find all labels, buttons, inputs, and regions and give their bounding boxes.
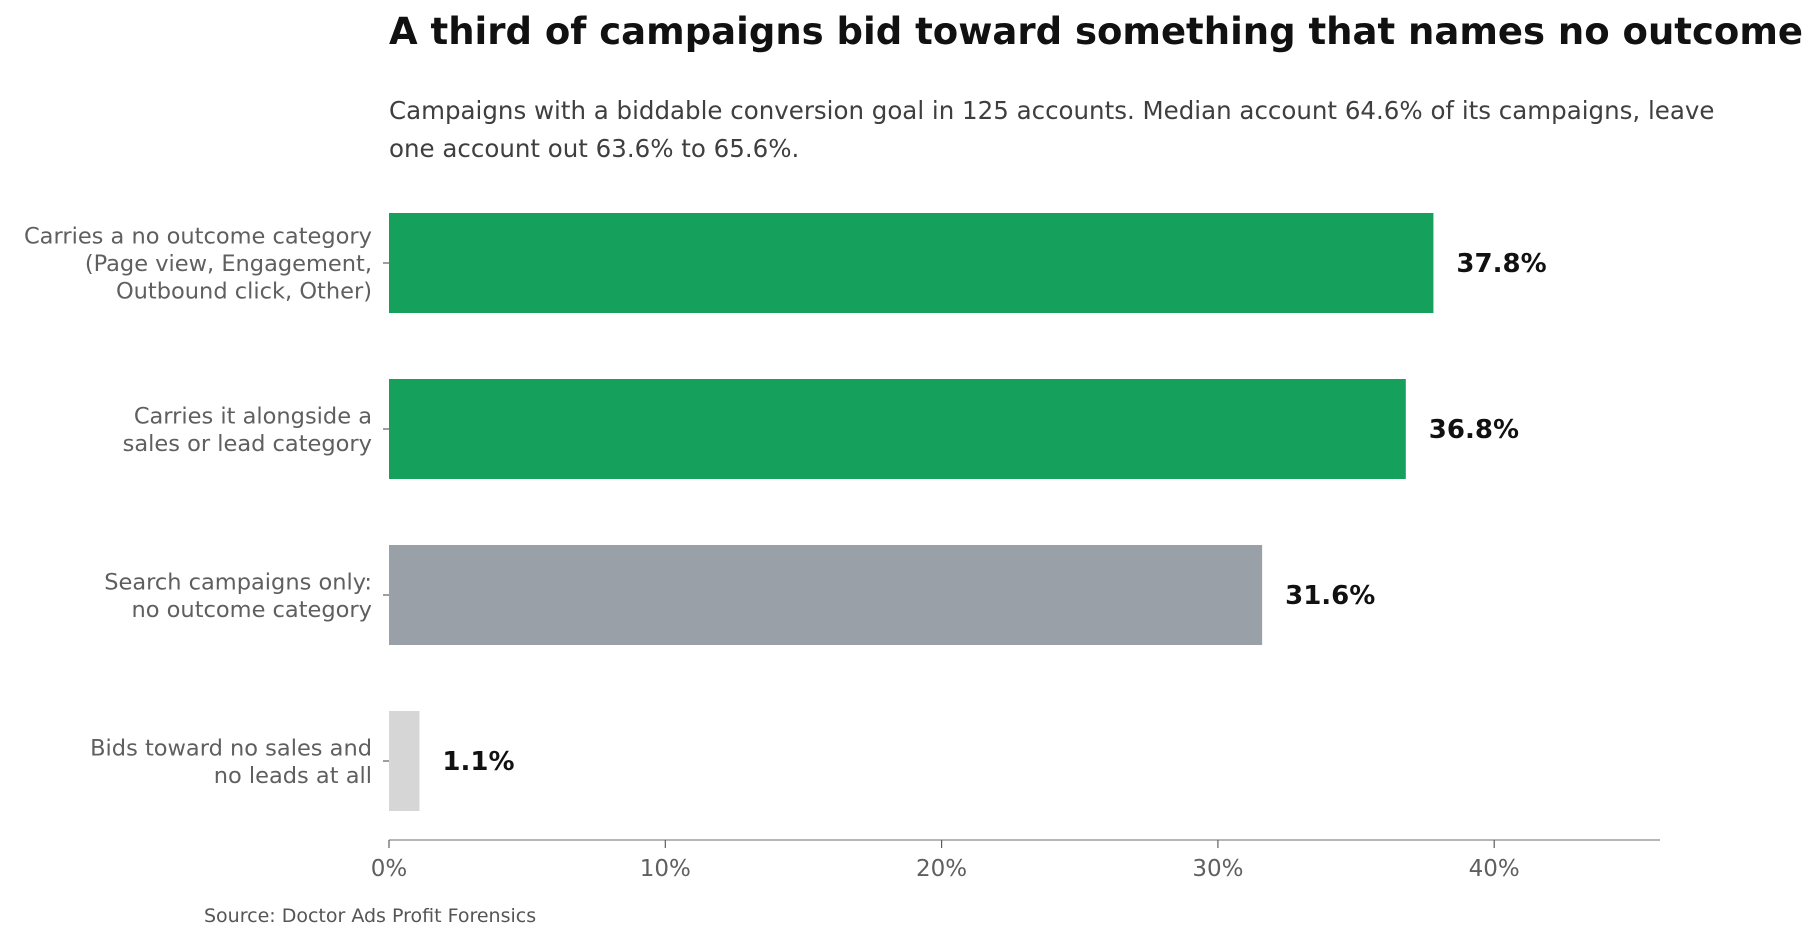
value-label-2: 36.8% xyxy=(1429,415,1519,445)
value-label-1: 37.8% xyxy=(1456,249,1546,279)
x-tick-label: 20% xyxy=(916,856,967,882)
bar-3 xyxy=(389,545,1263,645)
chart-title: A third of campaigns bid toward somethin… xyxy=(389,10,1803,53)
category-label-line: Outbound click, Other) xyxy=(116,279,372,305)
x-tick-label: 30% xyxy=(1192,856,1243,882)
chart-subtitle-line-2: one account out 63.6% to 65.6%. xyxy=(389,134,799,163)
x-tick-label: 40% xyxy=(1469,856,1520,882)
category-labels: Carries a no outcome category (Page view,… xyxy=(24,224,372,789)
category-label-2: Carries it alongside a sales or lead cate… xyxy=(123,403,372,457)
category-label-4: Bids toward no sales and no leads at all xyxy=(90,735,372,789)
bar-1 xyxy=(389,213,1434,313)
x-tick-label: 10% xyxy=(640,856,691,882)
x-tick-label: 0% xyxy=(371,856,408,882)
bars xyxy=(383,213,1434,811)
category-label-line: no outcome category xyxy=(131,597,372,623)
x-axis-ticks: 0% 10% 20% 30% 40% xyxy=(371,840,1520,882)
category-label-line: no leads at all xyxy=(214,763,372,789)
category-label-line: Search campaigns only: xyxy=(104,569,372,595)
category-label-line: (Page view, Engagement, xyxy=(85,251,372,277)
value-label-4: 1.1% xyxy=(442,747,514,777)
chart-subtitle-line-1: Campaigns with a biddable conversion goa… xyxy=(389,96,1714,125)
category-label-line: sales or lead category xyxy=(123,431,372,457)
category-label-3: Search campaigns only: no outcome categor… xyxy=(104,569,372,623)
source-note: Source: Doctor Ads Profit Forensics xyxy=(204,905,536,927)
bar-4 xyxy=(389,711,420,811)
category-label-line: Bids toward no sales and xyxy=(90,735,372,761)
category-label-1: Carries a no outcome category (Page view,… xyxy=(24,224,372,305)
bar-2 xyxy=(389,379,1406,479)
value-label-3: 31.6% xyxy=(1285,581,1375,611)
value-labels: 37.8% 36.8% 31.6% 1.1% xyxy=(442,249,1546,777)
category-label-line: Carries a no outcome category xyxy=(24,224,372,250)
category-label-line: Carries it alongside a xyxy=(134,403,372,429)
